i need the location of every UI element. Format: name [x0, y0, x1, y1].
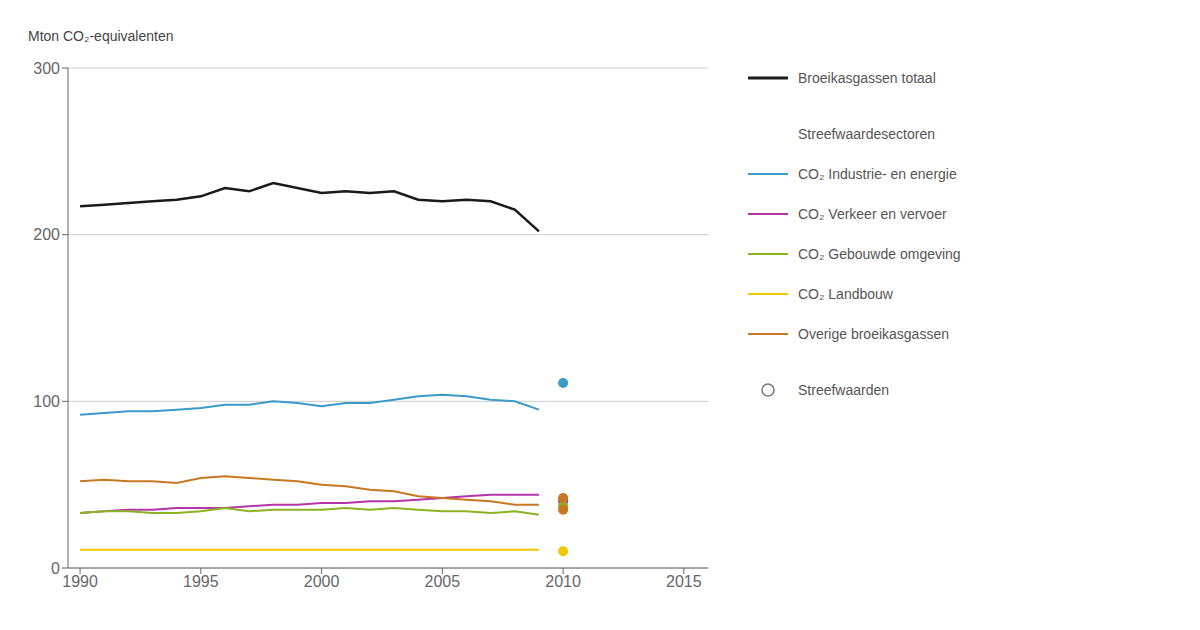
- svg-text:1990: 1990: [62, 573, 98, 590]
- svg-text:1995: 1995: [183, 573, 219, 590]
- svg-text:0: 0: [51, 560, 60, 577]
- html-text:Streefwaardesectoren: Streefwaardesectoren: [798, 126, 935, 142]
- svg-text:2010: 2010: [545, 573, 581, 590]
- svg-text:2000: 2000: [304, 573, 340, 590]
- html-text:Streefwaarden: Streefwaarden: [798, 382, 890, 398]
- html-text:Broeikasgassen totaal: Broeikasgassen totaal: [798, 70, 936, 86]
- svg-text:300: 300: [33, 60, 60, 77]
- html-text:CO₂ Landbouw: CO₂ Landbouw: [798, 286, 893, 302]
- svg-text:200: 200: [33, 226, 60, 243]
- html-text:CO₂ Industrie- en energie: CO₂ Industrie- en energie: [798, 166, 957, 182]
- html-text:CO₂ Verkeer en vervoer: CO₂ Verkeer en vervoer: [798, 206, 947, 222]
- svg-text:100: 100: [33, 393, 60, 410]
- svg-text:2005: 2005: [425, 573, 461, 590]
- html-text:CO₂ Gebouwde omgeving: CO₂ Gebouwde omgeving: [798, 246, 961, 262]
- svg-text:2015: 2015: [666, 573, 702, 590]
- html-text:Overige broeikasgassen: Overige broeikasgassen: [798, 326, 949, 342]
- html-text:Mton CO₂-equivalenten: Mton CO₂-equivalenten: [28, 28, 174, 44]
